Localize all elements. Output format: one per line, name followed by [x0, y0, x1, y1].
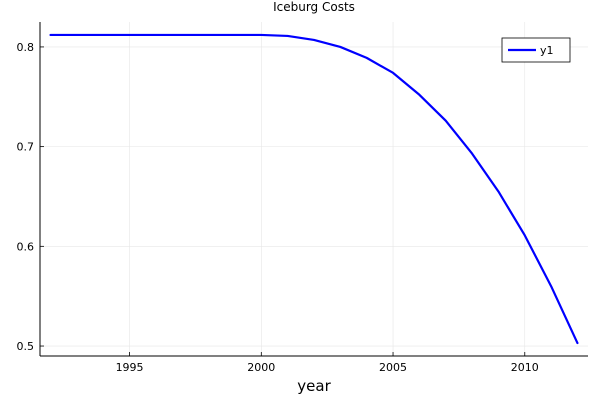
series-line: [49, 33, 579, 345]
x-axis-label: year: [297, 377, 331, 395]
x-tick-label: 1995: [116, 361, 144, 374]
y-tick-label: 0.8: [17, 41, 35, 54]
axes: [39, 22, 588, 357]
y-tick-label: 0.6: [17, 240, 35, 253]
x-tick-label: 2000: [247, 361, 275, 374]
legend-label: y1: [540, 44, 554, 57]
series-layer: [49, 33, 579, 345]
x-tick-label: 2010: [511, 361, 539, 374]
y-tick-label: 0.5: [17, 340, 35, 353]
tick-labels: 1995 2000 2005 2010 0.5 0.6 0.7 0.8: [17, 41, 539, 374]
legend: y1: [501, 37, 571, 63]
chart-title: Iceburg Costs: [273, 0, 355, 14]
grid: [40, 22, 588, 356]
y-tick-label: 0.7: [17, 141, 35, 154]
x-tick-label: 2005: [379, 361, 407, 374]
